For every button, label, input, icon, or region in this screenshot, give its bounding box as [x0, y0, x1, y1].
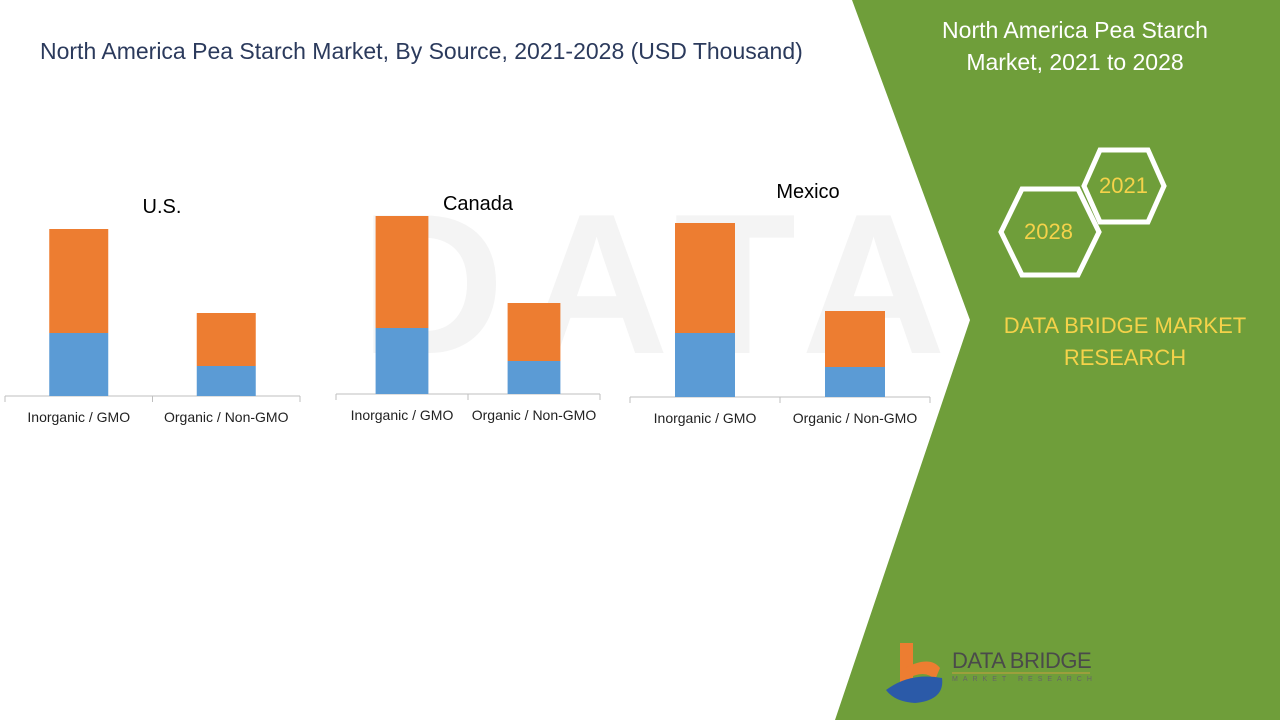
side-title: North America Pea Starch Market, 2021 to …: [915, 14, 1235, 78]
chart-1: Canada Inorganic / GMO Organic / Non-GMO: [335, 193, 601, 423]
page-title: North America Pea Starch Market, By Sour…: [40, 38, 803, 64]
x-tick-label: Inorganic / GMO: [27, 409, 130, 425]
bar-segment: [49, 229, 109, 333]
x-tick-label: Organic / Non-GMO: [793, 410, 918, 426]
bar-segment: [675, 333, 735, 397]
logo-subtext: MARKET RESEARCH: [952, 676, 1097, 683]
hex-label-2021: 2021: [1099, 173, 1148, 198]
bar-segment: [375, 328, 429, 394]
bar-segment: [675, 223, 735, 333]
x-tick-label: Organic / Non-GMO: [472, 407, 597, 423]
bar-segment: [196, 313, 256, 366]
bar-segment: [825, 367, 885, 397]
bar-segment: [825, 311, 885, 367]
chart-title: Canada: [443, 193, 514, 215]
chart-title: U.S.: [143, 196, 182, 218]
x-tick-label: Organic / Non-GMO: [164, 409, 289, 425]
hex-2021: [1081, 147, 1167, 225]
hex-label-2028: 2028: [1024, 219, 1073, 244]
chart-0: U.S. Inorganic / GMO Organic / Non-GMO: [4, 196, 301, 425]
side-title-line1: North America Pea Starch: [942, 17, 1208, 43]
hex-2028: [998, 186, 1102, 278]
x-tick-label: Inorganic / GMO: [654, 410, 757, 426]
bar-segment: [196, 366, 256, 396]
logo-icon: [886, 643, 943, 703]
bar-segment: [375, 216, 429, 328]
bar-segment: [49, 333, 109, 396]
side-title-line2: Market, 2021 to 2028: [966, 49, 1184, 75]
brand-line2: RESEARCH: [1063, 345, 1187, 370]
x-tick-label: Inorganic / GMO: [351, 407, 454, 423]
brand-text: DATA BRIDGE MARKET RESEARCH: [985, 310, 1265, 374]
chart-title: Mexico: [776, 181, 839, 203]
brand-line1: DATA BRIDGE MARKET: [1003, 313, 1247, 338]
bar-segment: [507, 361, 561, 394]
chart-2: Mexico Inorganic / GMO Organic / Non-GMO: [629, 181, 931, 426]
bar-segment: [507, 303, 561, 361]
logo-text: DATA BRIDGE: [952, 648, 1092, 673]
